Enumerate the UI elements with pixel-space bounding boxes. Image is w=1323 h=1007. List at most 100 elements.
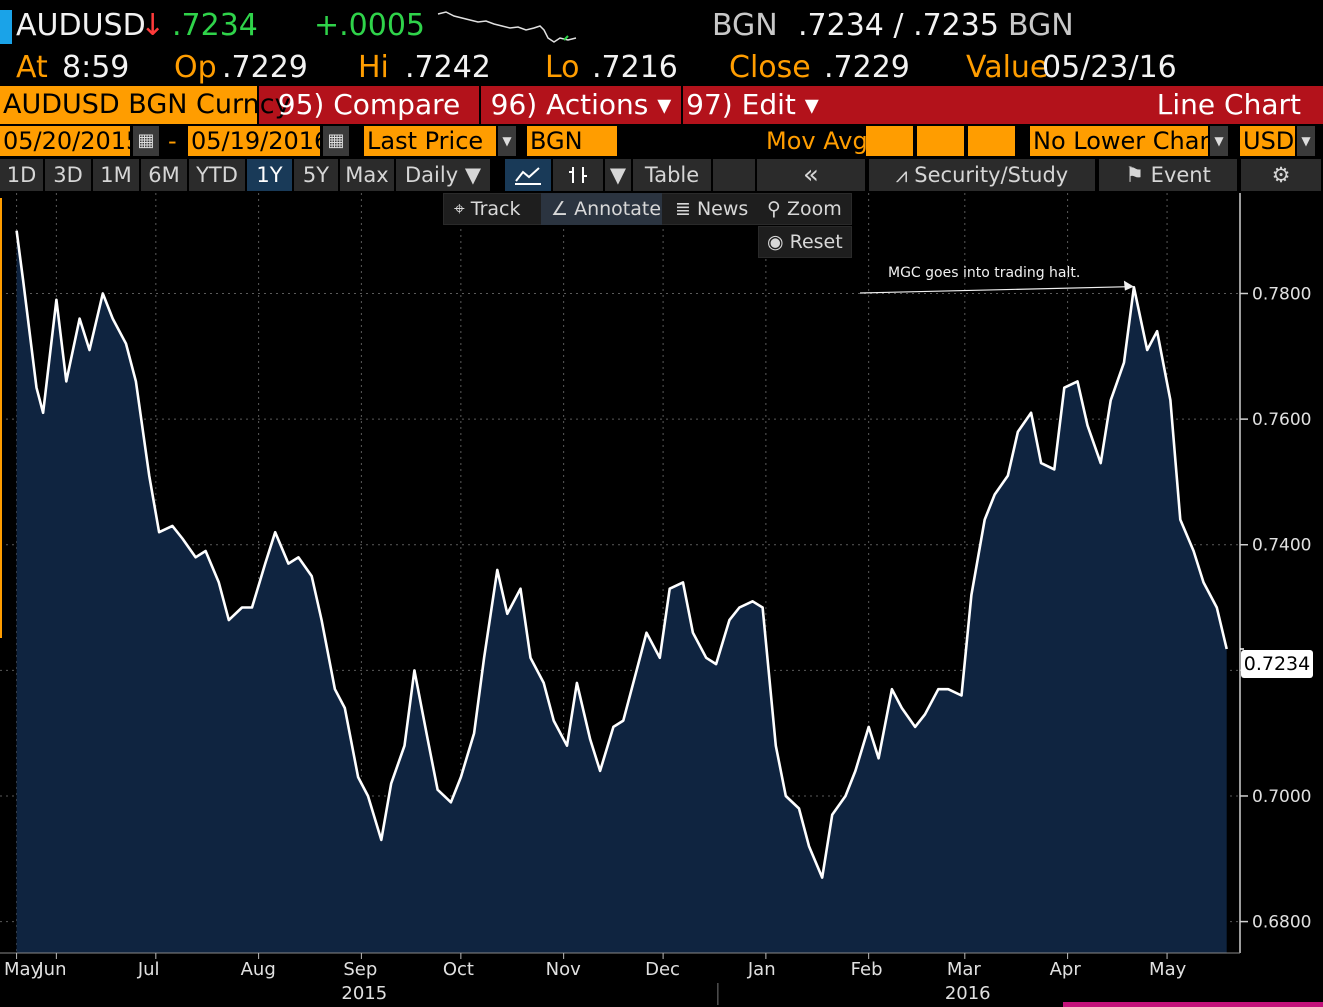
line-chart-icon[interactable] — [505, 159, 553, 191]
year-label: 2016 — [945, 983, 991, 1004]
x-tick-label: Nov — [546, 959, 581, 980]
mov-avg-field-2[interactable] — [917, 126, 964, 156]
bar-chart-icon[interactable] — [553, 159, 605, 191]
at-label: At — [16, 50, 48, 85]
x-tick-label: Dec — [645, 959, 680, 980]
open-label: Op — [174, 50, 217, 85]
x-tick-label: Aug — [241, 959, 276, 980]
annotation-text: MGC goes into trading halt. — [888, 265, 1080, 281]
annotate-button[interactable]: ∠ Annotate — [541, 193, 662, 225]
date-range-dash: - — [168, 126, 188, 156]
magnifier-icon: ⚲ — [767, 198, 787, 220]
x-tick-label: May — [4, 959, 42, 980]
x-tick-label: Jan — [747, 959, 776, 980]
mov-avg-label: Mov Avg — [766, 126, 868, 156]
range-6m[interactable]: 6M — [141, 159, 189, 191]
news-label: News — [696, 198, 749, 220]
x-tick-label: Feb — [851, 959, 883, 980]
dropdown-arrow-icon[interactable]: ▼ — [498, 126, 516, 156]
annotate-label: Annotate — [574, 198, 662, 220]
lower-chart-select[interactable]: No Lower Chart — [1030, 126, 1208, 156]
event-label: Event — [1150, 163, 1211, 187]
flag-icon: ⚑ — [1125, 163, 1151, 187]
range-3d[interactable]: 3D — [45, 159, 93, 191]
high-value: .7242 — [405, 50, 491, 85]
radio-icon: ◉ — [767, 231, 790, 253]
event-button[interactable]: ⚑ Event — [1099, 159, 1239, 191]
range-1y[interactable]: 1Y — [247, 159, 294, 191]
x-tick-label: Oct — [443, 959, 474, 980]
security-study-button[interactable]: ⩘ Security/Study — [869, 159, 1097, 191]
source-label-2: BGN — [1008, 8, 1074, 43]
y-tick-label: 0.7600 — [1252, 410, 1311, 430]
price-area — [16, 230, 1227, 953]
range-max[interactable]: Max — [340, 159, 396, 191]
high-label: Hi — [358, 50, 389, 85]
value-date: 05/23/16 — [1042, 50, 1177, 85]
price-field-select[interactable]: Last Price — [364, 126, 496, 156]
gear-icon[interactable]: ⚙ — [1241, 159, 1323, 191]
pencil-icon: ∠ — [551, 198, 575, 220]
intraday-sparkline — [437, 11, 577, 43]
low-label: Lo — [545, 50, 580, 85]
end-date-field[interactable]: 05/19/2016 — [188, 126, 320, 156]
annotation-arrow — [859, 285, 1134, 294]
y-tick-label: 0.6800 — [1252, 913, 1311, 933]
y-tick-label: 0.7800 — [1252, 284, 1311, 304]
track-button[interactable]: ⌖ Track — [452, 193, 540, 225]
compare-button[interactable]: 95) Compare — [257, 86, 479, 124]
zoom-button[interactable]: ⚲ Zoom — [767, 193, 851, 225]
last-price-tag: 0.7234 — [1241, 650, 1313, 678]
year-label: 2015 — [341, 983, 387, 1004]
dropdown-arrow-icon[interactable]: ▼ — [1210, 126, 1228, 156]
news-icon: ≣ — [675, 198, 697, 220]
start-highlight — [0, 198, 2, 638]
study-icon: ⩘ — [895, 163, 915, 187]
start-date-field[interactable]: 05/20/2015 — [0, 126, 130, 156]
news-button[interactable]: ≣ News — [675, 193, 755, 225]
zoom-label: Zoom — [786, 198, 842, 220]
chart-style-dropdown-icon[interactable]: ▼ — [605, 159, 633, 191]
actions-menu[interactable]: 96) Actions ▾ — [479, 86, 681, 124]
open-value: .7229 — [222, 50, 308, 85]
security-ticker-field[interactable]: AUDUSD BGN Curncy — [0, 86, 291, 124]
calendar-icon[interactable]: ▦ — [133, 126, 159, 156]
quote-time: 8:59 — [62, 50, 130, 85]
dropdown-arrow-icon[interactable]: ▼ — [1297, 126, 1315, 156]
last-price: .7234 — [172, 8, 258, 43]
value-label: Value — [966, 50, 1049, 85]
chart-type-title: Line Chart — [1156, 88, 1301, 121]
range-1d[interactable]: 1D — [0, 159, 45, 191]
x-tick-label: Jun — [37, 959, 66, 980]
range-5y[interactable]: 5Y — [294, 159, 340, 191]
edit-menu[interactable]: 97) Edit ▾ — [681, 86, 822, 124]
bid-ask: .7234 / .7235 — [798, 8, 999, 43]
currency-field[interactable]: USD — [1240, 126, 1295, 156]
mov-avg-field-3[interactable] — [968, 126, 1015, 156]
ticker-color-marker — [0, 10, 12, 44]
reset-button[interactable]: ◉ Reset — [767, 226, 849, 258]
source-field[interactable]: BGN — [527, 126, 617, 156]
close-label: Close — [729, 50, 811, 85]
range-1m[interactable]: 1M — [93, 159, 141, 191]
security-symbol[interactable]: AUDUSD — [16, 8, 146, 43]
price-chart[interactable]: 0.68000.70000.72000.74000.76000.7800MGC … — [0, 193, 1323, 1007]
net-change: +.0005 — [314, 8, 426, 43]
reset-panel — [758, 226, 852, 258]
low-value: .7216 — [592, 50, 678, 85]
chart-svg: 0.68000.70000.72000.74000.76000.7800MGC … — [0, 193, 1311, 1005]
frequency-select[interactable]: Daily ▼ — [396, 159, 492, 191]
mov-avg-field-1[interactable] — [866, 126, 913, 156]
annotation-arrowhead — [1123, 280, 1134, 291]
range-ytd[interactable]: YTD — [189, 159, 247, 191]
y-tick-label: 0.7400 — [1252, 536, 1311, 556]
x-tick-label: Jul — [137, 959, 160, 980]
table-button[interactable]: Table — [633, 159, 713, 191]
bottom-accent-bar — [1063, 1002, 1323, 1007]
down-arrow-icon: ↓ — [140, 8, 166, 43]
x-tick-label: Sep — [343, 959, 377, 980]
calendar-icon[interactable]: ▦ — [323, 126, 349, 156]
source-label: BGN — [712, 8, 778, 43]
x-tick-label: Mar — [947, 959, 982, 980]
collapse-icon[interactable]: « — [757, 159, 867, 191]
